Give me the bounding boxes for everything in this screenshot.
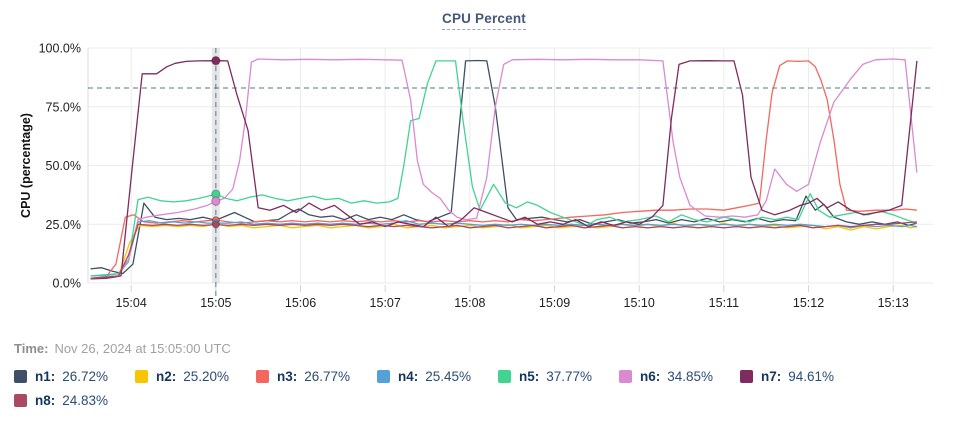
x-tick-label: 15:11 <box>709 296 739 310</box>
crosshair-marker-n8 <box>212 220 220 229</box>
time-label: Time: <box>14 341 49 356</box>
grid-layer <box>87 47 933 292</box>
legend-item-n1[interactable]: n1: 26.72% <box>14 369 135 384</box>
legend-value-n5: 37.77% <box>546 369 593 384</box>
legend-swatch-n8 <box>14 394 27 407</box>
legend-label-n7: n7: <box>761 369 782 384</box>
y-tick-label: 0.0% <box>53 277 82 291</box>
legend-label-n5: n5: <box>519 369 540 384</box>
series-line-n8 <box>90 221 917 279</box>
time-row: Time: Nov 26, 2024 at 15:05:00 UTC <box>14 341 231 356</box>
series-line-n5 <box>90 60 918 277</box>
x-tick-label: 15:12 <box>793 296 824 310</box>
series-line-n7 <box>90 60 918 279</box>
legend-label-n8: n8: <box>35 393 56 408</box>
legend-value-n3: 26.77% <box>304 369 351 384</box>
y-tick-label: 100.0% <box>39 42 81 56</box>
series-line-n2 <box>90 222 918 279</box>
x-tick-label: 15:06 <box>285 296 316 310</box>
legend-swatch-n2 <box>135 370 148 383</box>
legend-label-n4: n4: <box>398 369 419 384</box>
legend-label-n3: n3: <box>277 369 298 384</box>
chart-title[interactable]: CPU Percent <box>442 11 526 30</box>
x-tick-label: 15:05 <box>200 296 231 310</box>
chart-legend: n1: 26.72% n2: 25.20% n3: 26.77% n4: 25.45% n5: 3… <box>14 369 954 408</box>
x-tick-label: 15:13 <box>878 296 909 310</box>
legend-item-n6[interactable]: n6: 34.85% <box>619 369 740 384</box>
crosshair-marker-n6 <box>211 196 221 206</box>
legend-swatch-n7 <box>740 370 753 383</box>
y-tick-label: 75.0% <box>46 100 81 114</box>
y-tick-label: 50.0% <box>46 159 81 173</box>
legend-item-n5[interactable]: n5: 37.77% <box>498 369 619 384</box>
legend-item-n7[interactable]: n7: 94.61% <box>740 369 861 384</box>
y-axis-title: CPU (percentage) <box>19 113 33 218</box>
legend-item-n3[interactable]: n3: 26.77% <box>256 369 377 384</box>
crosshair-and-threshold-layer <box>88 48 933 299</box>
x-tick-label: 15:09 <box>539 296 570 310</box>
legend-swatch-n5 <box>498 370 511 383</box>
series-line-n1 <box>90 59 918 275</box>
x-tick-label: 15:08 <box>454 296 485 310</box>
x-tick-label: 15:10 <box>624 296 655 310</box>
legend-swatch-n1 <box>14 370 27 383</box>
x-tick-label: 15:07 <box>370 296 401 310</box>
x-tick-label: 15:04 <box>116 296 147 310</box>
legend-item-n8[interactable]: n8: 24.83% <box>14 393 135 408</box>
legend-label-n1: n1: <box>35 369 56 384</box>
legend-swatch-n6 <box>619 370 632 383</box>
legend-value-n1: 26.72% <box>62 369 109 384</box>
time-value: Nov 26, 2024 at 15:05:00 UTC <box>54 341 231 356</box>
legend-value-n8: 24.83% <box>62 393 109 408</box>
legend-swatch-n4 <box>377 370 390 383</box>
crosshair-markers-layer <box>211 55 221 229</box>
legend-value-n2: 25.20% <box>183 369 230 384</box>
cpu-percent-chart[interactable]: 0.0% 25.0% 50.0% 75.0% 100.0% 15:04 15:05 15:06… <box>0 0 968 322</box>
legend-item-n2[interactable]: n2: 25.20% <box>135 369 256 384</box>
legend-label-n6: n6: <box>640 369 661 384</box>
legend-value-n6: 34.85% <box>667 369 714 384</box>
legend-item-n4[interactable]: n4: 25.45% <box>377 369 498 384</box>
legend-label-n2: n2: <box>156 369 177 384</box>
chart-title-row: CPU Percent <box>0 10 968 30</box>
crosshair-marker-n7 <box>211 55 221 66</box>
legend-value-n7: 94.61% <box>788 369 835 384</box>
series-line-n3 <box>90 60 917 279</box>
y-tick-label: 25.0% <box>46 218 81 232</box>
axis-labels-layer: 0.0% 25.0% 50.0% 75.0% 100.0% 15:04 15:05 15:06… <box>39 42 909 311</box>
legend-swatch-n3 <box>256 370 269 383</box>
legend-value-n4: 25.45% <box>425 369 472 384</box>
